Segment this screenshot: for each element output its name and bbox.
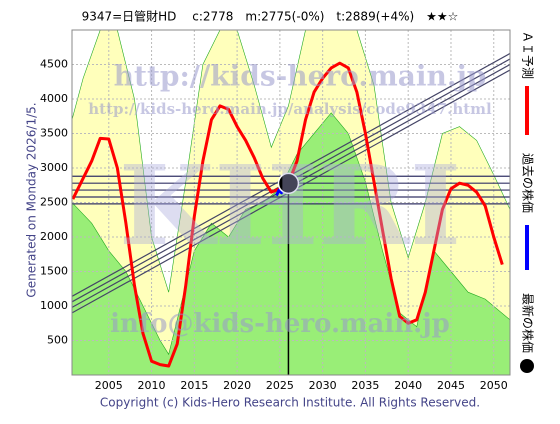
x-tick-label: 2040 — [394, 379, 422, 392]
watermark: info@kids-hero.main.jp — [110, 309, 450, 339]
footer: Copyright (c) Kids-Hero Research Institu… — [100, 396, 480, 410]
y-tick-label: 3000 — [40, 161, 68, 174]
x-tick-label: 2045 — [437, 379, 465, 392]
watermark: KHRI — [119, 141, 461, 270]
y-tick-label: 3500 — [40, 127, 68, 140]
plot-frame — [71, 29, 511, 376]
x-tick-label: 2015 — [180, 379, 208, 392]
side-note: Generated on Monday 2026/1/5. — [25, 102, 39, 297]
legend-label: 過去の株価 — [521, 153, 536, 213]
series-line — [72, 61, 504, 368]
x-tick-label: 2020 — [223, 379, 251, 392]
x-tick-label: 2005 — [95, 379, 123, 392]
y-tick-label: 500 — [47, 334, 68, 347]
legend-swatch — [520, 359, 534, 373]
y-tick-label: 4000 — [40, 92, 68, 105]
watermark: http://kids-hero.main.jp — [114, 60, 487, 93]
x-tick-label: 2025 — [266, 379, 294, 392]
x-tick-label: 2035 — [351, 379, 379, 392]
x-tick-label: 2050 — [480, 379, 508, 392]
legend-label: ＡＩ予測 — [521, 31, 535, 79]
y-tick-label: 2500 — [40, 196, 68, 209]
x-tick-label: 2030 — [309, 379, 337, 392]
chart-title: 9347=日管財HD c:2778 m:2775(-0%) t:2889(+4%… — [82, 9, 459, 24]
y-tick-label: 4500 — [40, 58, 68, 71]
y-tick-label: 1000 — [40, 299, 68, 312]
x-tick-label: 2010 — [138, 379, 166, 392]
y-tick-label: 1500 — [40, 265, 68, 278]
y-tick-label: 2000 — [40, 230, 68, 243]
watermark: http://kids-hero.main.jp/analysis/code93… — [88, 100, 492, 118]
latest-point — [277, 172, 300, 195]
plot — [72, 30, 510, 375]
legend-label: 最新の株価 — [521, 293, 536, 353]
